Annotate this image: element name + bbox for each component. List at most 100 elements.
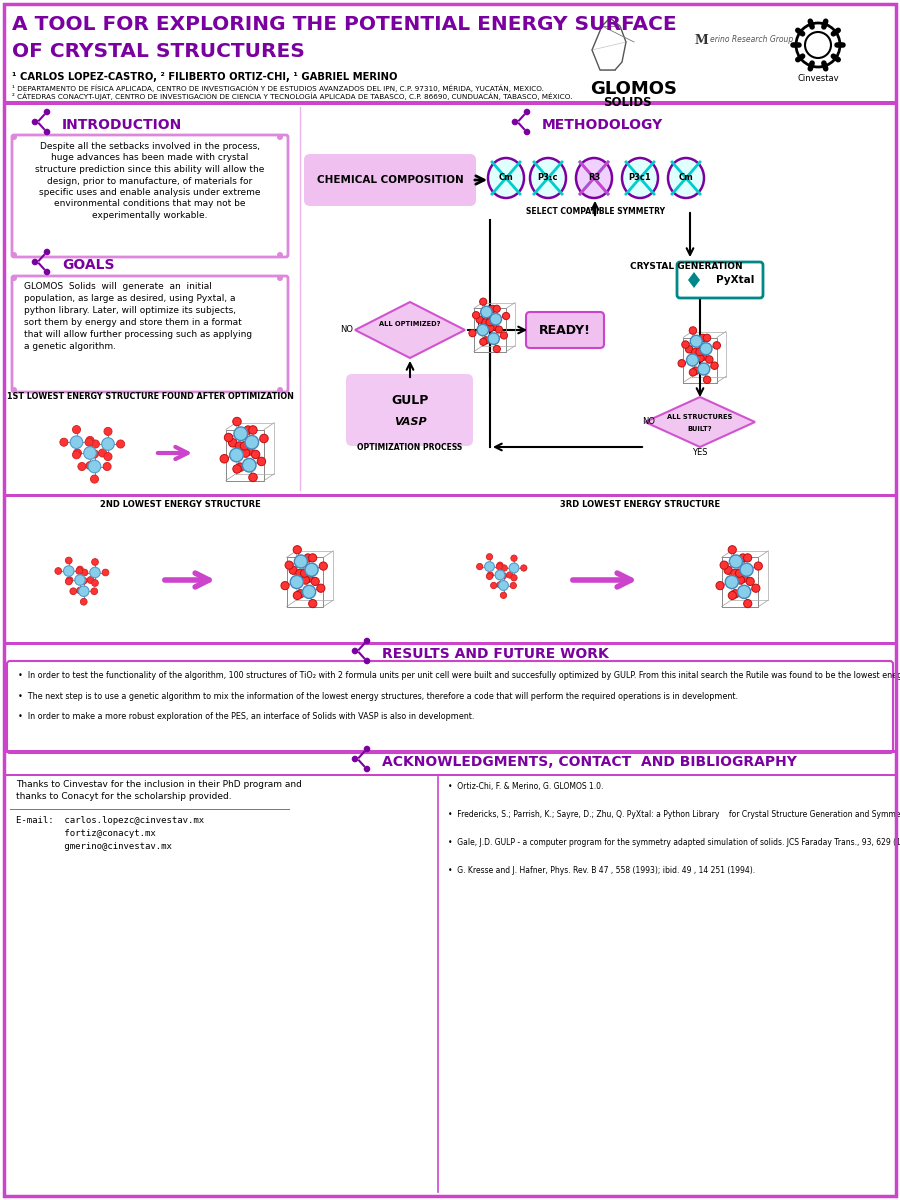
Circle shape bbox=[703, 376, 711, 384]
Circle shape bbox=[495, 570, 505, 580]
Circle shape bbox=[699, 353, 707, 360]
Circle shape bbox=[739, 554, 747, 562]
Circle shape bbox=[720, 562, 728, 569]
Text: GULP: GULP bbox=[392, 394, 428, 407]
Text: NO: NO bbox=[642, 418, 655, 426]
Text: ACKNOWLEDGMENTS, CONTACT  AND BIBLIOGRAPHY: ACKNOWLEDGMENTS, CONTACT AND BIBLIOGRAPH… bbox=[382, 755, 796, 769]
FancyBboxPatch shape bbox=[677, 262, 763, 298]
Text: CHEMICAL COMPOSITION: CHEMICAL COMPOSITION bbox=[317, 175, 464, 185]
FancyBboxPatch shape bbox=[7, 661, 893, 754]
Circle shape bbox=[482, 319, 489, 326]
Ellipse shape bbox=[622, 158, 658, 198]
Circle shape bbox=[746, 577, 754, 586]
Circle shape bbox=[713, 342, 721, 349]
Polygon shape bbox=[645, 397, 755, 446]
Circle shape bbox=[285, 562, 293, 569]
Circle shape bbox=[293, 592, 302, 600]
Text: SOLIDS: SOLIDS bbox=[603, 96, 652, 109]
Circle shape bbox=[260, 434, 268, 443]
Text: structure prediction since this ability will allow the: structure prediction since this ability … bbox=[35, 164, 265, 174]
Circle shape bbox=[91, 588, 97, 595]
Circle shape bbox=[502, 312, 509, 319]
Circle shape bbox=[487, 572, 493, 578]
Circle shape bbox=[32, 119, 39, 125]
Circle shape bbox=[241, 449, 249, 457]
Circle shape bbox=[490, 323, 497, 330]
Circle shape bbox=[74, 449, 81, 457]
Text: E-mail:  carlos.lopezc@cinvestav.mx: E-mail: carlos.lopezc@cinvestav.mx bbox=[16, 816, 204, 826]
Text: GLOMOS: GLOMOS bbox=[590, 80, 677, 98]
Text: •  In order to make a more robust exploration of the PES, an interface of Solids: • In order to make a more robust explora… bbox=[18, 712, 474, 721]
Circle shape bbox=[104, 427, 112, 436]
Circle shape bbox=[44, 269, 50, 275]
Circle shape bbox=[277, 275, 283, 281]
Text: •  G. Kresse and J. Hafner, Phys. Rev. B 47 , 558 (1993); ibid. 49 , 14 251 (199: • G. Kresse and J. Hafner, Phys. Rev. B … bbox=[448, 866, 755, 875]
Circle shape bbox=[499, 581, 508, 590]
Text: BUILT?: BUILT? bbox=[688, 426, 712, 432]
Circle shape bbox=[277, 134, 283, 140]
Text: thanks to Conacyt for the scholarship provided.: thanks to Conacyt for the scholarship pr… bbox=[16, 792, 231, 802]
Circle shape bbox=[233, 464, 241, 473]
Circle shape bbox=[78, 586, 89, 596]
Circle shape bbox=[743, 600, 752, 607]
Circle shape bbox=[66, 557, 72, 564]
Text: A TOOL FOR EXPLORING THE POTENTIAL ENERGY SURFACE: A TOOL FOR EXPLORING THE POTENTIAL ENERG… bbox=[12, 14, 677, 34]
Circle shape bbox=[493, 346, 500, 353]
Text: OPTIMIZATION PROCESS: OPTIMIZATION PROCESS bbox=[357, 443, 463, 452]
Circle shape bbox=[486, 574, 492, 580]
Circle shape bbox=[507, 572, 513, 578]
Circle shape bbox=[92, 440, 99, 448]
Circle shape bbox=[731, 569, 739, 577]
Circle shape bbox=[512, 119, 518, 125]
Circle shape bbox=[697, 354, 704, 362]
Circle shape bbox=[242, 458, 256, 472]
Text: 1ST LOWEST ENERGY STRUCTURE FOUND AFTER OPTIMIZATION: 1ST LOWEST ENERGY STRUCTURE FOUND AFTER … bbox=[6, 392, 293, 401]
Circle shape bbox=[488, 332, 500, 344]
Text: Cm: Cm bbox=[679, 174, 693, 182]
FancyBboxPatch shape bbox=[12, 134, 288, 257]
Circle shape bbox=[486, 319, 493, 326]
Circle shape bbox=[85, 438, 94, 446]
Circle shape bbox=[698, 362, 710, 374]
Circle shape bbox=[233, 418, 241, 426]
Circle shape bbox=[72, 426, 81, 433]
Circle shape bbox=[352, 648, 358, 654]
Circle shape bbox=[257, 457, 266, 466]
Circle shape bbox=[477, 564, 482, 570]
Circle shape bbox=[740, 575, 748, 582]
Circle shape bbox=[302, 576, 310, 584]
Text: Thanks to Cinvestav for the inclusion in their PhD program and: Thanks to Cinvestav for the inclusion in… bbox=[16, 780, 302, 790]
Text: a genetic algorithm.: a genetic algorithm. bbox=[24, 342, 116, 350]
Circle shape bbox=[736, 576, 744, 584]
Circle shape bbox=[682, 341, 689, 348]
FancyBboxPatch shape bbox=[526, 312, 604, 348]
Circle shape bbox=[743, 553, 752, 562]
Text: RESULTS AND FUTURE WORK: RESULTS AND FUTURE WORK bbox=[382, 647, 608, 661]
FancyBboxPatch shape bbox=[5, 774, 895, 776]
Circle shape bbox=[487, 325, 494, 332]
Text: P3c1: P3c1 bbox=[628, 174, 652, 182]
Circle shape bbox=[752, 584, 760, 593]
Circle shape bbox=[92, 559, 98, 565]
Circle shape bbox=[248, 426, 257, 434]
FancyBboxPatch shape bbox=[304, 154, 476, 206]
Circle shape bbox=[277, 386, 283, 392]
Text: •  The next step is to use a genetic algorithm to mix the information of the low: • The next step is to use a genetic algo… bbox=[18, 692, 738, 701]
Circle shape bbox=[728, 592, 736, 600]
Text: P3₁c: P3₁c bbox=[538, 174, 558, 182]
Text: ALL OPTIMIZED?: ALL OPTIMIZED? bbox=[379, 320, 441, 326]
Circle shape bbox=[364, 766, 370, 773]
Circle shape bbox=[706, 355, 713, 364]
Circle shape bbox=[59, 438, 68, 446]
Circle shape bbox=[44, 109, 50, 115]
Circle shape bbox=[290, 576, 303, 588]
Circle shape bbox=[716, 582, 724, 589]
Circle shape bbox=[90, 568, 100, 577]
Text: YES: YES bbox=[692, 448, 707, 457]
Circle shape bbox=[524, 128, 530, 136]
Text: experimentally workable.: experimentally workable. bbox=[92, 211, 208, 220]
Text: huge advances has been made with crystal: huge advances has been made with crystal bbox=[51, 154, 248, 162]
Circle shape bbox=[55, 568, 61, 575]
Text: Cinvestav: Cinvestav bbox=[797, 74, 839, 83]
Circle shape bbox=[509, 563, 519, 572]
